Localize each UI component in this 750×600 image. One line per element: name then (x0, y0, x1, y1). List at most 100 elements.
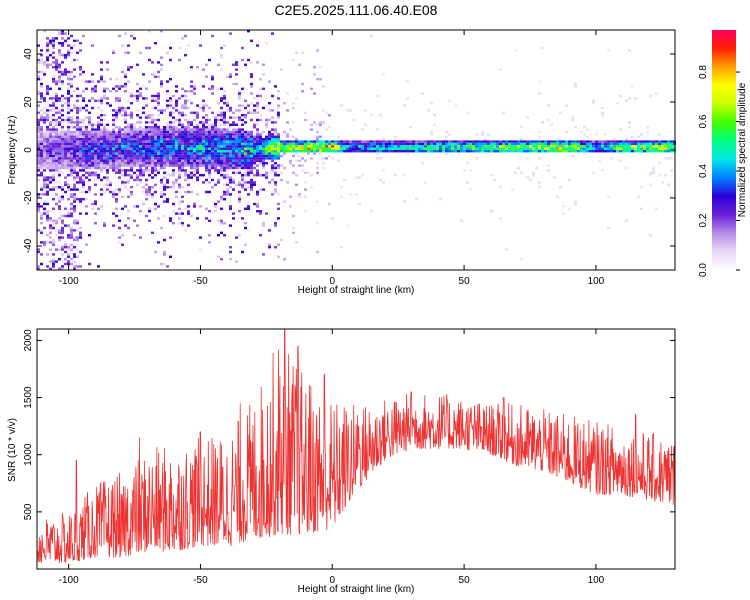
heatmap-cell (220, 106, 223, 110)
heatmap-cell (670, 140, 673, 143)
heatmap-cell (40, 205, 43, 208)
heatmap-cell (457, 150, 460, 153)
heatmap-cell (247, 205, 250, 208)
heatmap-cell (148, 46, 151, 50)
heatmap-cell (280, 150, 283, 153)
heatmap-cell (667, 157, 670, 160)
heatmap-cell (280, 178, 283, 182)
heatmap-cell (43, 164, 46, 167)
heatmap-cell (208, 133, 211, 136)
heatmap-cell (58, 51, 61, 54)
heatmap-cell (76, 176, 79, 179)
heatmap-cell (115, 147, 118, 150)
heatmap-cell (373, 150, 376, 153)
heatmap-cell (220, 133, 223, 136)
heatmap-cell (52, 37, 55, 40)
heatmap-cell (88, 118, 91, 122)
heatmap-cell (142, 174, 145, 177)
heatmap-cell (250, 169, 253, 172)
heatmap-cell (592, 171, 595, 174)
heatmap-cell (76, 121, 79, 124)
heatmap-cell (46, 42, 49, 45)
heatmap-cell (253, 162, 256, 165)
heatmap-cell (214, 142, 217, 146)
heatmap-cell (160, 80, 163, 83)
heatmap-cell (217, 63, 220, 66)
heatmap-cell (256, 174, 259, 177)
heatmap-cell (292, 147, 295, 150)
heatmap-cell (448, 99, 451, 102)
heatmap-cell (52, 135, 55, 138)
spectrogram-y-tick-label: 0 (23, 147, 34, 153)
heatmap-cell (67, 128, 70, 131)
heatmap-cell (109, 162, 112, 165)
heatmap-cell (475, 145, 478, 148)
heatmap-cell (217, 162, 220, 165)
heatmap-cell (70, 243, 73, 246)
heatmap-cell (73, 246, 76, 249)
heatmap-cell (214, 128, 217, 131)
heatmap-cell (538, 150, 541, 153)
heatmap-cell (271, 166, 274, 170)
heatmap-cell (442, 150, 445, 153)
heatmap-cell (271, 154, 274, 158)
snr-x-tick-label: 50 (459, 575, 471, 586)
heatmap-cell (88, 166, 91, 170)
heatmap-cell (256, 44, 259, 47)
heatmap-cell (40, 193, 43, 196)
heatmap-cell (256, 152, 259, 155)
heatmap-cell (229, 126, 232, 129)
heatmap-cell (160, 159, 163, 162)
heatmap-cell (187, 123, 190, 126)
heatmap-cell (82, 80, 85, 83)
heatmap-cell (571, 154, 574, 158)
heatmap-cell (190, 85, 193, 88)
heatmap-cell (142, 162, 145, 165)
heatmap-cell (130, 116, 133, 119)
heatmap-cell (82, 186, 85, 189)
heatmap-cell (433, 140, 436, 143)
heatmap-cell (151, 150, 154, 153)
heatmap-cell (394, 142, 397, 146)
heatmap-cell (52, 104, 55, 107)
heatmap-cell (106, 145, 109, 148)
heatmap-cell (196, 164, 199, 167)
heatmap-cell (136, 159, 139, 162)
heatmap-cell (211, 126, 214, 129)
heatmap-cell (106, 157, 109, 160)
heatmap-cell (238, 183, 241, 186)
heatmap-cell (379, 157, 382, 160)
heatmap-cell (79, 169, 82, 172)
heatmap-cell (328, 142, 331, 146)
heatmap-cell (76, 248, 79, 251)
heatmap-cell (40, 70, 43, 74)
heatmap-cell (370, 114, 373, 117)
heatmap-cell (313, 147, 316, 150)
heatmap-cell (595, 140, 598, 143)
heatmap-cell (106, 152, 109, 155)
heatmap-cell (58, 154, 61, 158)
heatmap-cell (622, 145, 625, 148)
heatmap-cell (265, 140, 268, 143)
heatmap-cell (142, 152, 145, 155)
heatmap-cell (121, 109, 124, 112)
heatmap-cell (205, 207, 208, 210)
heatmap-cell (52, 152, 55, 155)
heatmap-cell (130, 142, 133, 146)
heatmap-cell (76, 145, 79, 148)
heatmap-cell (601, 106, 604, 110)
heatmap-cell (127, 152, 130, 155)
heatmap-cell (160, 30, 163, 33)
heatmap-cell (187, 118, 190, 122)
heatmap-cell (268, 171, 271, 174)
heatmap-cell (46, 92, 49, 95)
heatmap-cell (124, 164, 127, 167)
heatmap-cell (631, 147, 634, 150)
heatmap-cell (70, 166, 73, 170)
heatmap-cell (118, 87, 121, 90)
heatmap-cell (592, 142, 595, 146)
heatmap-cell (445, 135, 448, 138)
heatmap-cell (238, 181, 241, 184)
heatmap-cell (205, 63, 208, 66)
heatmap-cell (58, 267, 61, 270)
